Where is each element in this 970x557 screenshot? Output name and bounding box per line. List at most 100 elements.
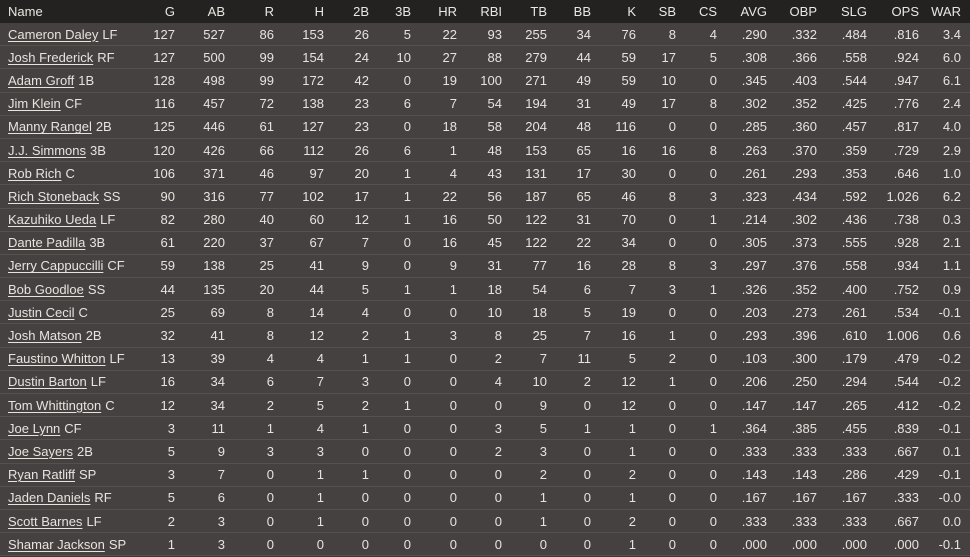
stat-cell-war: 6.0 (928, 46, 970, 70)
stat-cell-ops: .839 (876, 417, 928, 441)
player-link[interactable]: Josh Frederick (8, 49, 94, 65)
player-link[interactable]: J.J. Simmons (8, 142, 87, 158)
player-cell: Cameron Daley LF (0, 23, 140, 47)
stat-cell-g: 128 (140, 69, 184, 93)
stat-cell-cs: 0 (685, 347, 726, 371)
table-row: Tom Whittington C 12 34 2 5 2 1 0 0 9 0 12 0 0.147.147… (0, 394, 970, 418)
column-header-3b[interactable]: 3B (378, 0, 420, 23)
stat-cell-hr: 0 (420, 347, 466, 371)
stat-cell-r: 2 (234, 394, 283, 418)
column-header-rbi[interactable]: RBI (466, 0, 511, 23)
stat-cell-g: 3 (140, 417, 184, 441)
stat-cell-h: 97 (283, 162, 333, 186)
player-link[interactable]: Rich Stoneback (8, 188, 100, 204)
stat-cell-tb: 153 (511, 138, 556, 163)
column-header-avg[interactable]: AVG (726, 0, 776, 23)
stat-cell-rbi: 58 (466, 115, 511, 139)
column-header-slg[interactable]: SLG (826, 0, 876, 23)
column-header-h[interactable]: H (283, 0, 333, 23)
player-link[interactable]: Josh Matson (8, 328, 82, 344)
stat-cell-sb: 17 (645, 46, 685, 70)
player-link[interactable]: Bob Goodloe (8, 281, 84, 297)
table-row: J.J. Simmons 3B 120 426 66 112 26 6 1 48 153 65 16 16… (0, 138, 970, 163)
player-link[interactable]: Manny Rangel (8, 119, 92, 135)
stat-cell-k: 1 (600, 486, 645, 510)
player-link[interactable]: Joe Lynn (8, 420, 61, 436)
stat-cell-h: 138 (283, 92, 333, 116)
player-link[interactable]: Faustino Whitton (8, 351, 106, 367)
stat-cell-rbi: 10 (466, 301, 511, 325)
stat-cell-slg: .353 (826, 162, 876, 186)
stat-cell-bb: 0 (556, 440, 600, 464)
stat-cell-k: 19 (600, 301, 645, 325)
stat-cell-cs: 8 (685, 92, 726, 116)
player-link[interactable]: Jim Klein (8, 96, 61, 112)
stat-cell-h: 67 (283, 231, 333, 255)
player-link[interactable]: Tom Whittington (8, 397, 102, 413)
stat-cell-r: 46 (234, 162, 283, 186)
player-link[interactable]: Cameron Daley (8, 26, 99, 42)
player-link[interactable]: Rob Rich (8, 165, 62, 181)
stat-cell-war: -0.2 (928, 370, 970, 394)
column-header-ops[interactable]: OPS (876, 0, 928, 23)
player-link[interactable]: Kazuhiko Ueda (8, 212, 97, 228)
column-header-sb[interactable]: SB (645, 0, 685, 23)
column-header-cs[interactable]: CS (685, 0, 726, 23)
stat-cell-avg: .308 (726, 46, 776, 70)
player-position: CF (107, 258, 125, 274)
stat-cell-war: -0.0 (928, 486, 970, 510)
player-link[interactable]: Dustin Barton (8, 374, 87, 390)
player-cell: Scott Barnes LF (0, 509, 140, 534)
stat-cell-ops: .646 (876, 162, 928, 186)
stat-cell-avg: .285 (726, 115, 776, 139)
stat-cell-bb: 2 (556, 370, 600, 394)
player-link[interactable]: Shamar Jackson (8, 536, 105, 552)
stat-cell-ab: 3 (184, 509, 234, 534)
stat-cell-hr: 1 (420, 138, 466, 163)
stat-cell-hr: 27 (420, 46, 466, 70)
column-header-ab[interactable]: AB (184, 0, 234, 23)
stat-cell-tb: 1 (511, 486, 556, 510)
column-header-g[interactable]: G (140, 0, 184, 23)
stat-cell-ab: 34 (184, 394, 234, 418)
column-header-bb[interactable]: BB (556, 0, 600, 23)
column-header-tb[interactable]: TB (511, 0, 556, 23)
stat-cell-k: 2 (600, 463, 645, 487)
stat-cell-3b: 1 (378, 347, 420, 371)
column-header-war[interactable]: WAR (928, 0, 970, 23)
stat-cell-obp: .300 (776, 347, 826, 371)
column-header-r[interactable]: R (234, 0, 283, 23)
player-link[interactable]: Adam Groff (8, 72, 75, 88)
player-link[interactable]: Dante Padilla (8, 235, 86, 251)
column-header-hr[interactable]: HR (420, 0, 466, 23)
player-position: SS (87, 281, 106, 297)
stat-cell-hr: 0 (420, 394, 466, 418)
column-header-name[interactable]: Name (0, 0, 140, 23)
stat-cell-ops: 1.006 (876, 324, 928, 348)
stat-cell-cs: 0 (685, 509, 726, 534)
stat-cell-cs: 0 (685, 69, 726, 93)
stat-cell-3b: 1 (378, 208, 420, 232)
table-row: Rob Rich C 106 371 46 97 20 1 4 43 131 17 30 0 0.261.2… (0, 162, 970, 186)
player-link[interactable]: Jaden Daniels (8, 490, 91, 506)
stat-cell-bb: 0 (556, 463, 600, 487)
stat-cell-obp: .302 (776, 208, 826, 232)
player-link[interactable]: Joe Sayers (8, 443, 74, 459)
stat-cell-h: 0 (283, 533, 333, 557)
stat-cell-3b: 0 (378, 486, 420, 510)
stat-cell-cs: 0 (685, 533, 726, 557)
stat-cell-war: 0.1 (928, 440, 970, 464)
stat-cell-k: 12 (600, 394, 645, 418)
player-link[interactable]: Ryan Ratliff (8, 467, 75, 483)
column-header-2b[interactable]: 2B (333, 0, 378, 23)
stat-cell-ops: .738 (876, 208, 928, 232)
player-link[interactable]: Jerry Cappuccilli (8, 258, 104, 274)
stat-cell-ops: .429 (876, 463, 928, 487)
player-cell: Ryan Ratliff SP (0, 463, 140, 487)
player-link[interactable]: Scott Barnes (8, 513, 83, 529)
column-header-k[interactable]: K (600, 0, 645, 23)
stat-cell-g: 61 (140, 231, 184, 255)
column-header-obp[interactable]: OBP (776, 0, 826, 23)
player-link[interactable]: Justin Cecil (8, 304, 75, 320)
stat-cell-war: 6.2 (928, 185, 970, 209)
